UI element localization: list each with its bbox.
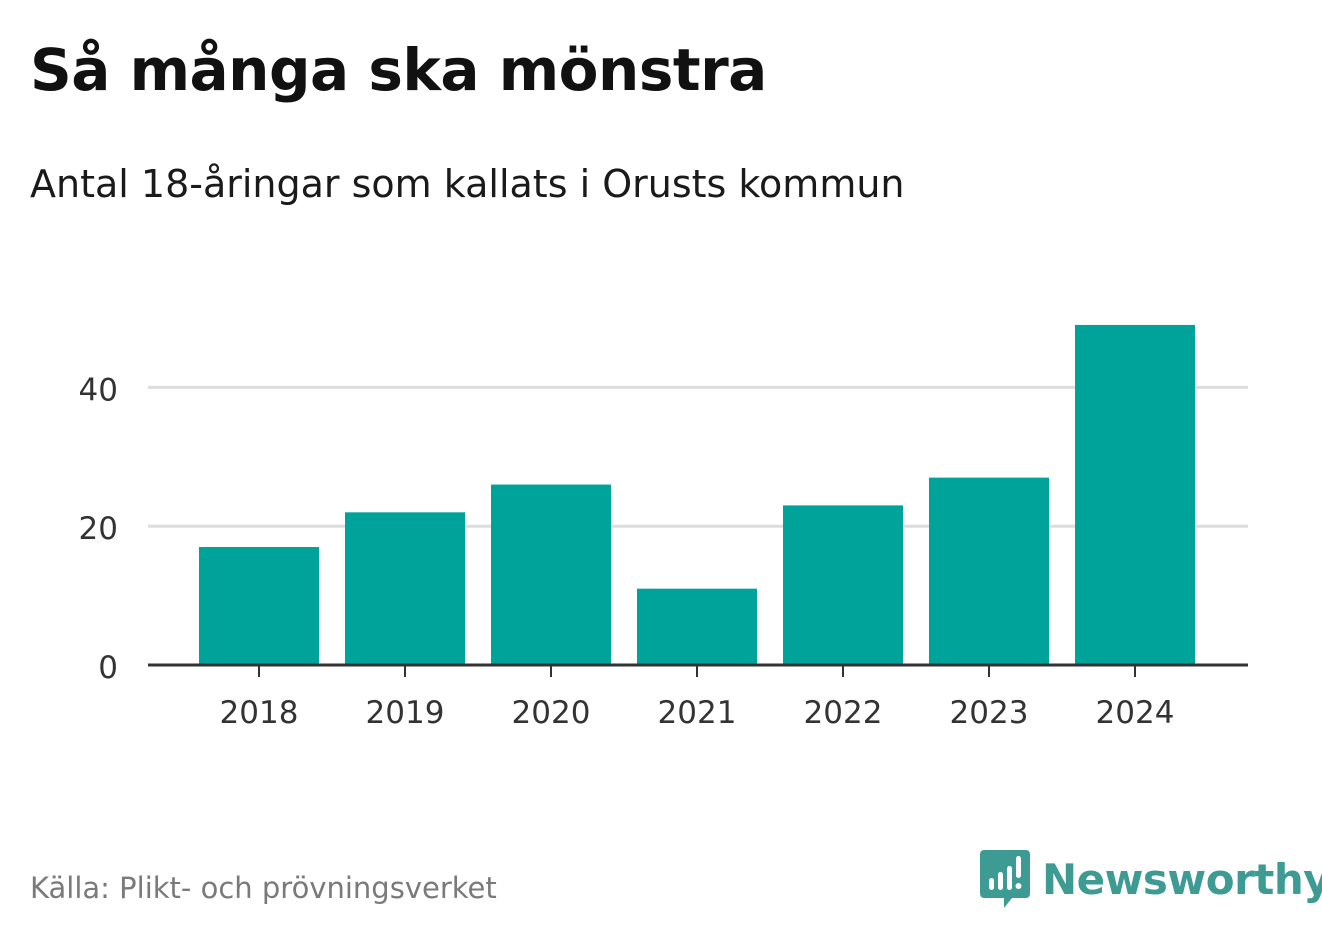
chart-subtitle: Antal 18-åringar som kallats i Orusts ko…	[30, 162, 905, 206]
bar	[1075, 324, 1195, 665]
brand-name: Newsworthy	[1042, 854, 1322, 904]
x-tick-label: 2022	[804, 695, 883, 731]
bar	[199, 547, 319, 665]
bar	[491, 484, 611, 665]
x-tick-label: 2018	[220, 695, 299, 731]
x-tick-label: 2024	[1096, 695, 1175, 731]
x-tick-label: 2023	[950, 695, 1029, 731]
y-tick-label: 40	[79, 372, 118, 408]
bar	[783, 505, 903, 665]
brand-logo: Newsworthy	[980, 850, 1322, 908]
x-tick-label: 2020	[512, 695, 591, 731]
y-tick-label: 0	[98, 650, 118, 686]
x-tick-label: 2019	[366, 695, 445, 731]
x-tick-label: 2021	[658, 695, 737, 731]
chart-title: Så många ska mönstra	[30, 36, 767, 104]
newsworthy-logo-icon	[980, 850, 1030, 908]
bar	[637, 588, 757, 665]
bar	[345, 512, 465, 665]
y-tick-label: 20	[79, 511, 118, 547]
source-note: Källa: Plikt- och prövningsverket	[30, 871, 497, 905]
bar	[929, 477, 1049, 665]
